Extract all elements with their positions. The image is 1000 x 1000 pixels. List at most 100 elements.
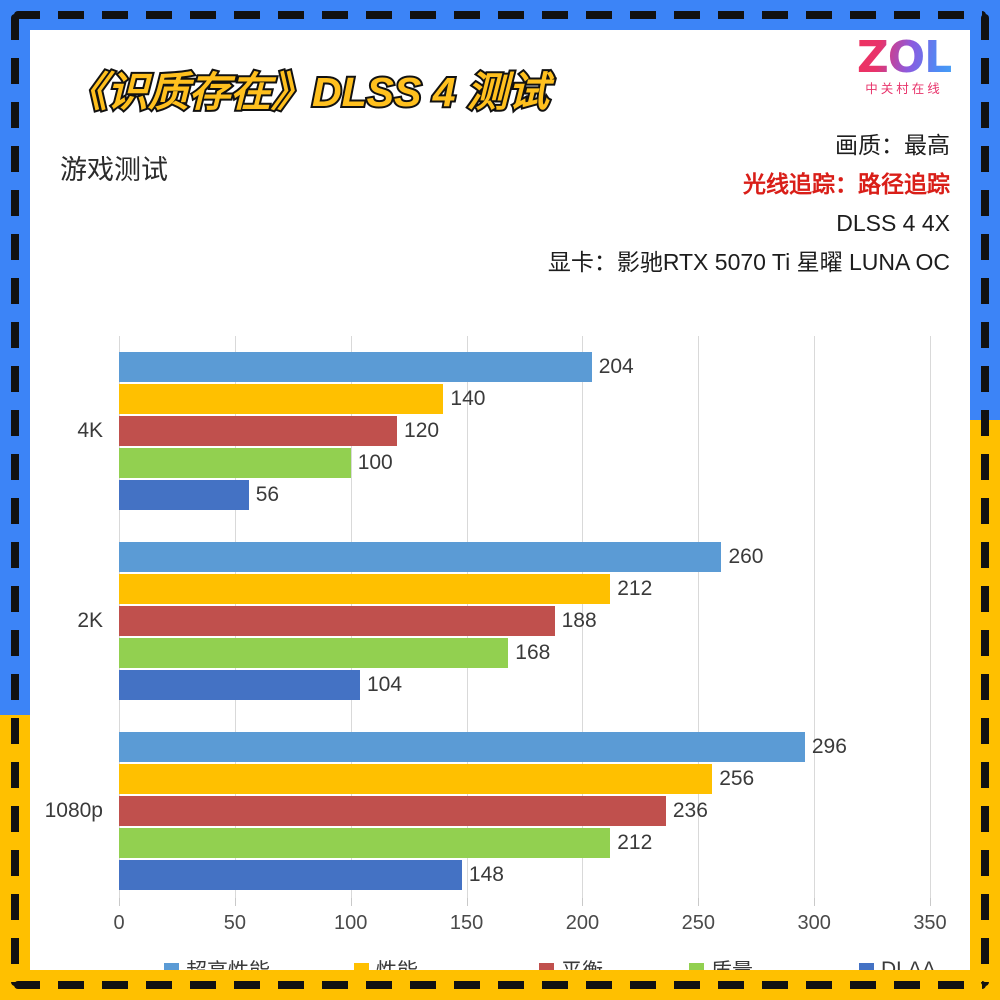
spec-line-2: DLSS 4 4X <box>836 210 950 236</box>
x-axis: 0 50 100 150 200 250 300 350 <box>113 898 947 946</box>
bar-row: 212 <box>119 828 930 858</box>
x-tick-label-100: 100 <box>334 912 368 934</box>
bar-value-label: 256 <box>719 767 755 790</box>
category-label-1080p: 1080p <box>44 799 103 822</box>
category-label-2K: 2K <box>77 609 103 632</box>
bar-value-label: 236 <box>672 799 708 822</box>
bar-性能-4K <box>119 384 444 414</box>
bar-value-label: 212 <box>617 577 653 600</box>
tick-mark-250 <box>698 898 700 906</box>
bar-质量-1080p <box>119 828 611 858</box>
legend-item-质量[interactable]: 质量 <box>689 955 753 970</box>
legend-item-DLAA[interactable]: DLAA <box>859 958 936 970</box>
bar-value-label: 104 <box>366 673 403 696</box>
x-tick-label-350: 350 <box>913 912 947 934</box>
gridline-350 <box>930 336 931 906</box>
tick-mark-350 <box>930 898 931 906</box>
bar-row: 100 <box>119 448 930 478</box>
bar-平衡-4K <box>119 416 398 446</box>
legend-swatch-icon <box>354 962 369 970</box>
bar-row: 140 <box>119 384 930 414</box>
bar-row: 212 <box>119 574 930 604</box>
bar-超高性能-2K <box>119 542 722 572</box>
zol-logo: ZOL 中关村在线 <box>848 36 960 96</box>
bar-性能-1080p <box>119 764 713 794</box>
bar-value-label: 296 <box>811 735 847 758</box>
chart-legend: 超高性能 性能 平衡 质量 DLAA <box>119 955 949 970</box>
legend-label: 性能 <box>376 955 418 970</box>
zol-wordmark: ZOL <box>848 36 960 80</box>
bar-质量-4K <box>119 448 351 478</box>
bar-value-label: 212 <box>617 831 653 854</box>
spec-line-1: 光线追踪：路径追踪 <box>743 171 950 197</box>
gridline-200 <box>582 336 584 906</box>
bar-平衡-2K <box>119 606 555 636</box>
spec-line-0: 画质：最高 <box>835 132 950 158</box>
tick-mark-0 <box>119 898 120 906</box>
legend-label: 平衡 <box>561 955 603 970</box>
bar-超高性能-4K <box>119 352 592 382</box>
bar-row: 296 <box>119 732 930 762</box>
bar-value-label: 100 <box>357 451 393 474</box>
bar-row: 56 <box>119 480 930 510</box>
bar-性能-2K <box>119 574 611 604</box>
bar-value-label: 168 <box>515 641 551 664</box>
bar-value-label: 56 <box>255 483 280 506</box>
legend-swatch-icon <box>539 962 554 970</box>
bar-row: 168 <box>119 638 930 668</box>
legend-label: 超高性能 <box>186 955 270 970</box>
x-tick-label-0: 0 <box>113 912 125 934</box>
bar-value-label: 188 <box>561 609 597 632</box>
bar-超高性能-1080p <box>119 732 805 762</box>
bar-row: 256 <box>119 764 930 794</box>
bar-平衡-1080p <box>119 796 666 826</box>
tick-mark-200 <box>582 898 584 906</box>
tick-mark-100 <box>350 898 352 906</box>
legend-item-平衡[interactable]: 平衡 <box>539 955 603 970</box>
legend-item-性能[interactable]: 性能 <box>354 955 418 970</box>
frame-dashes-left <box>11 14 19 986</box>
legend-swatch-icon <box>689 962 704 970</box>
x-tick-label-150: 150 <box>449 912 484 934</box>
frame-dashes-bottom <box>14 981 986 989</box>
bar-group-4K: 204 140 120 4K 100 56 <box>77 352 930 510</box>
plot-area: 204 140 120 4K 100 56 260 212 188 2K 168 104 296 256 2… <box>45 336 931 906</box>
bar-row: 204 <box>119 352 930 382</box>
spec-list: 画质：最高光线追踪：路径追踪 DLSS 4 4X 显卡：影驰RTX 5070 Ti … <box>548 134 950 290</box>
bar-chart: 204 140 120 4K 100 56 260 212 188 2K 168 104 296 256 2… <box>30 300 970 970</box>
page-subtitle: 游戏测试 <box>60 155 168 185</box>
gridline-250 <box>698 336 700 906</box>
legend-swatch-icon <box>859 962 874 970</box>
bar-value-label: 260 <box>728 545 764 568</box>
frame-dashes-right <box>981 14 989 986</box>
tick-mark-50 <box>234 898 236 906</box>
legend-label: 质量 <box>711 955 753 970</box>
bar-DLAA-2K <box>119 670 360 700</box>
zol-chinese-name: 中关村在线 <box>865 82 943 96</box>
gridline-300 <box>814 336 816 906</box>
frame-dashes-top <box>14 11 986 19</box>
bar-value-label: 204 <box>598 355 634 378</box>
x-tick-label-50: 50 <box>223 912 246 934</box>
bar-质量-2K <box>119 638 509 668</box>
bar-value-label: 120 <box>404 419 440 442</box>
content-card: 《识质存在》DLSS 4 测试 游戏测试 ZOL 中关村在线 画质：最高光线追踪… <box>30 30 970 970</box>
bar-DLAA-1080p <box>119 860 462 890</box>
bar-DLAA-4K <box>119 480 249 510</box>
legend-item-超高性能[interactable]: 超高性能 <box>164 955 270 970</box>
legend-swatch-icon <box>164 962 179 970</box>
bar-value-label: 148 <box>468 863 504 886</box>
bar-row: 260 <box>119 542 930 572</box>
bar-row: 148 <box>119 860 930 890</box>
spec-line-3: 显卡：影驰RTX 5070 Ti 星曜 LUNA OC <box>547 249 950 275</box>
x-tick-label-300: 300 <box>797 912 831 934</box>
bar-row: 236 1080p <box>45 796 930 826</box>
page-title: 《识质存在》DLSS 4 测试 <box>64 67 551 117</box>
tick-mark-150 <box>466 898 468 906</box>
bar-group-2K: 260 212 188 2K 168 104 <box>77 542 930 700</box>
bar-row: 188 2K <box>77 606 930 636</box>
bar-row: 120 4K <box>77 416 930 446</box>
category-label-4K: 4K <box>77 419 103 442</box>
legend-label: DLAA <box>881 958 936 970</box>
